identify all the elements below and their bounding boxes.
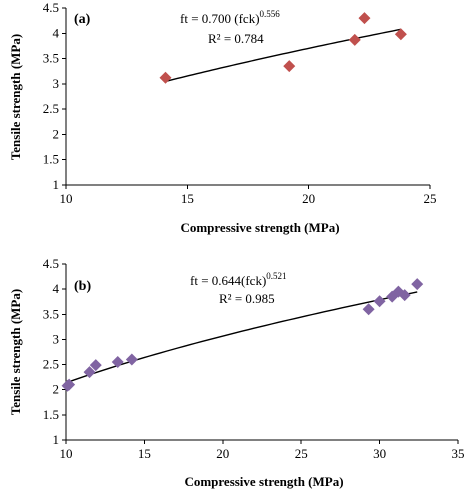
panel-b-equation-exponent: 0.521 bbox=[266, 271, 286, 281]
panel-b-label: (b) bbox=[74, 279, 91, 294]
panel-b-xlabel: Compressive strength (MPa) bbox=[184, 474, 343, 489]
panel-b-x-tick-label: 35 bbox=[452, 446, 465, 461]
panel-a-data-point bbox=[348, 33, 361, 46]
panel-b-y-tick-label: 1 bbox=[53, 432, 60, 447]
panel-a-y-tick-label: 3 bbox=[53, 76, 60, 91]
panel-a-y-tick-label: 2.5 bbox=[43, 101, 59, 116]
panel-b-data-point bbox=[111, 356, 124, 369]
panel-a-data-point bbox=[394, 28, 407, 41]
panel-a-y-tick-label: 3.5 bbox=[43, 51, 59, 66]
panel-a-equation: ft = 0.700 (fck)0.556 bbox=[180, 9, 280, 26]
panel-a-x-tick-label: 20 bbox=[302, 191, 315, 206]
panel-b-y-tick-label: 1.5 bbox=[43, 407, 59, 422]
panel-b-y-tick-label: 2 bbox=[53, 382, 60, 397]
panel-b-x-tick-label: 30 bbox=[373, 446, 386, 461]
panel-b-data-point bbox=[398, 289, 411, 302]
panel-b-equation: ft = 0.644(fck)0.521 bbox=[190, 271, 287, 288]
panel-b-y-tick-label: 4.5 bbox=[43, 256, 59, 271]
panel-b-y-tick-label: 2.5 bbox=[43, 357, 59, 372]
panel-b-x-tick-label: 20 bbox=[216, 446, 229, 461]
panel-a-trendline bbox=[165, 28, 402, 83]
panel-b-data-point bbox=[83, 366, 96, 379]
panel-a-label: (a) bbox=[74, 12, 91, 27]
panel-a-ylabel: Tensile strength (MPa) bbox=[8, 34, 23, 160]
panel-b-equation-base: ft = 0.644(fck) bbox=[190, 273, 266, 288]
panel-b-data-point bbox=[411, 278, 424, 291]
panel-b-y-tick-label: 3.5 bbox=[43, 306, 59, 321]
panel-b-data-point bbox=[373, 295, 386, 308]
panel-b-trendline bbox=[67, 291, 418, 383]
panel-b-data-point bbox=[125, 353, 138, 366]
panel-b-x-tick-label: 10 bbox=[60, 446, 73, 461]
panel-b-x-tick-label: 15 bbox=[138, 446, 151, 461]
panel-b-data-point bbox=[89, 359, 102, 372]
chart-panel-a: (a) ft = 0.700 (fck)0.556 R² = 0.784 Com… bbox=[8, 0, 437, 235]
panel-a-equation-exponent: 0.556 bbox=[260, 9, 281, 19]
panel-a-data-point bbox=[159, 71, 172, 84]
panel-a-r2: R² = 0.784 bbox=[208, 31, 264, 46]
panel-a-data-point bbox=[358, 12, 371, 25]
panel-a-y-tick-label: 1.5 bbox=[43, 152, 59, 167]
chart-panel-b: (b) ft = 0.644(fck)0.521 R² = 0.985 Comp… bbox=[8, 256, 465, 489]
panel-a-x-tick-label: 25 bbox=[424, 191, 437, 206]
panel-a-data-point bbox=[283, 60, 296, 73]
panel-b-y-tick-label: 3 bbox=[53, 331, 60, 346]
panel-b-x-tick-label: 25 bbox=[295, 446, 308, 461]
panel-b-data-point bbox=[362, 303, 375, 316]
panel-b-data-point bbox=[63, 378, 76, 391]
panel-a-y-tick-label: 2 bbox=[53, 126, 60, 141]
panel-a-xlabel: Compressive strength (MPa) bbox=[180, 220, 339, 235]
panel-a-x-tick-label: 15 bbox=[181, 191, 194, 206]
panel-b-y-tick-label: 4 bbox=[53, 281, 60, 296]
panel-a-y-tick-label: 4 bbox=[53, 25, 60, 40]
panel-a-equation-base: ft = 0.700 (fck) bbox=[180, 11, 260, 26]
panel-a-y-tick-label: 4.5 bbox=[43, 0, 59, 15]
panel-b-r2: R² = 0.985 bbox=[219, 291, 275, 306]
panel-b-ylabel: Tensile strength (MPa) bbox=[8, 289, 23, 415]
panel-a-y-tick-label: 1 bbox=[53, 177, 60, 192]
panel-a-x-tick-label: 10 bbox=[60, 191, 73, 206]
